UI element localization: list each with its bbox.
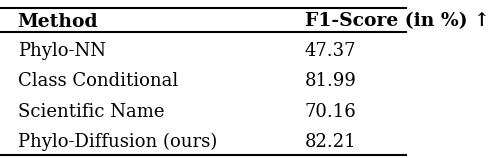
Text: Phylo-NN: Phylo-NN (17, 42, 106, 60)
Text: Method: Method (17, 13, 98, 30)
Text: 81.99: 81.99 (305, 72, 357, 90)
Text: 82.21: 82.21 (305, 133, 357, 151)
Text: F1-Score (in %) ↑: F1-Score (in %) ↑ (305, 13, 490, 30)
Text: Phylo-Diffusion (ours): Phylo-Diffusion (ours) (17, 133, 217, 151)
Text: Scientific Name: Scientific Name (17, 103, 164, 121)
Text: Class Conditional: Class Conditional (17, 72, 178, 90)
Text: 47.37: 47.37 (305, 42, 356, 60)
Text: 70.16: 70.16 (305, 103, 357, 121)
